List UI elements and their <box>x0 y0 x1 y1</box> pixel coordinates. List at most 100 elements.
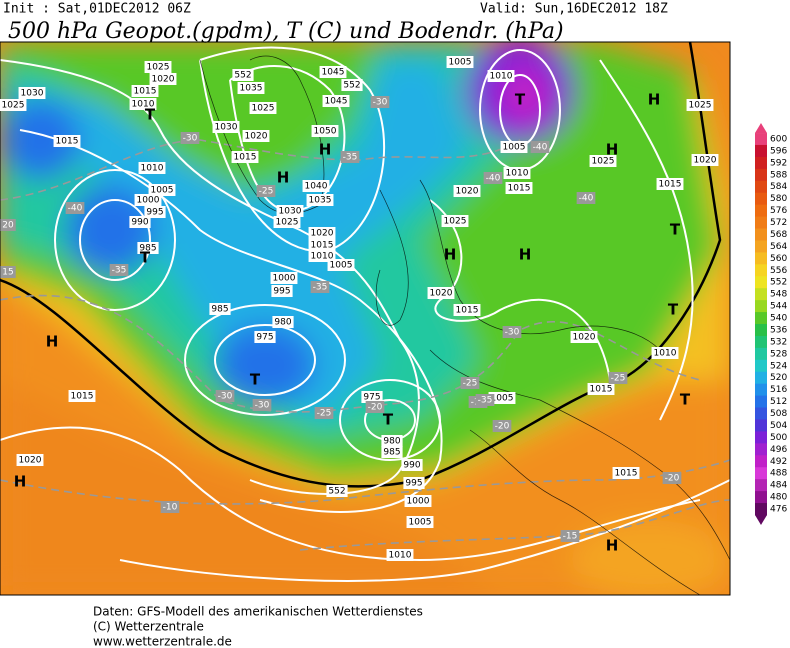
temperature-label-box <box>256 185 276 197</box>
pressure-label-box <box>403 477 425 489</box>
pressure-label-box <box>237 82 265 94</box>
temperature-label: -40 <box>579 194 594 204</box>
pressure-label-box <box>686 99 714 111</box>
pressure-label-box <box>149 73 177 85</box>
pressure-label-box <box>589 155 617 167</box>
colorbar-label: 496 <box>770 445 787 455</box>
colorbar-swatch <box>755 240 767 253</box>
temperature-label-box <box>252 399 272 411</box>
temperature-label: -20 <box>495 422 510 432</box>
pressure-label: 1015 <box>311 241 334 251</box>
colorbar-label: 584 <box>770 182 787 192</box>
geopotential-label: 552 <box>328 487 345 497</box>
pressure-label-box <box>381 435 403 447</box>
colorbar-label: 516 <box>770 385 787 395</box>
colorbar-swatch <box>755 395 767 409</box>
temperature-label-box <box>215 390 235 402</box>
pressure-label: 1025 <box>444 217 467 227</box>
colorbar-swatch <box>755 431 767 444</box>
pressure-label-box <box>271 285 293 297</box>
temperature-label: -25 <box>317 409 332 419</box>
isohypse-552 <box>0 42 722 488</box>
colorbar-label: 572 <box>770 218 787 228</box>
pressure-label: 1015 <box>615 469 638 479</box>
colorbar-swatch <box>755 216 767 230</box>
pressure-label: 1035 <box>309 196 332 206</box>
pressure-label-box <box>276 205 304 217</box>
colorbar-label: 564 <box>770 242 787 252</box>
colorbar-swatch <box>755 168 767 182</box>
pressure-label-box <box>242 130 270 142</box>
pressure-center: H <box>319 141 332 159</box>
pressure-label: 980 <box>274 318 291 328</box>
pressure-label-box <box>404 495 432 507</box>
pressure-label-box <box>361 391 383 403</box>
pressure-label-box <box>212 121 240 133</box>
pressure-label: 985 <box>211 305 228 315</box>
temperature-label: 20 <box>2 221 14 231</box>
colorbar-label: 512 <box>770 397 787 407</box>
pressure-label-box <box>322 95 350 107</box>
temperature-label-box <box>502 326 522 338</box>
pressure-label: 985 <box>383 448 400 458</box>
pressure-label-box <box>587 383 615 395</box>
colorbar-swatch <box>755 312 767 325</box>
pressure-label-box <box>651 347 679 359</box>
pressure-label: 1035 <box>240 84 263 94</box>
pressure-center: T <box>668 301 679 319</box>
pressure-label-box <box>570 331 598 343</box>
pressure-label-box <box>487 70 515 82</box>
colorbar-label: 596 <box>770 146 787 156</box>
pressure-center: T <box>145 106 156 124</box>
colorbar-swatch <box>755 288 767 301</box>
temperature-label-box <box>475 394 495 406</box>
temperature-label: -20 <box>665 474 680 484</box>
temperature-label: -35 <box>313 283 328 293</box>
pressure-label: 1020 <box>152 75 175 85</box>
temperature-label: -30 <box>373 98 388 108</box>
temperature-label-box <box>662 472 682 484</box>
colorbar-label: 592 <box>770 158 787 168</box>
pressure-label: 1015 <box>508 184 531 194</box>
pressure-label: 985 <box>139 244 156 254</box>
pressure-label: 1015 <box>456 306 479 316</box>
pressure-label: 1015 <box>659 180 682 190</box>
colorbar-swatch <box>755 180 767 194</box>
colorbar-label: 568 <box>770 230 787 240</box>
map <box>0 42 730 595</box>
pressure-label: 1000 <box>273 274 296 284</box>
colorbar-swatch <box>755 144 767 158</box>
footer-url: www.wetterzentrale.de <box>93 635 232 648</box>
pressure-label: 1010 <box>311 252 334 262</box>
colorbar-swatch <box>755 335 767 349</box>
pressure-label-box <box>488 392 516 404</box>
init-time: Init : Sat,01DEC2012 06Z <box>3 2 191 17</box>
temperature-label: -25 <box>611 374 626 384</box>
colorbar-swatch <box>755 419 767 432</box>
colorbar-label: 536 <box>770 325 787 335</box>
pressure-label-box <box>53 135 81 147</box>
temperature-label: -30 <box>218 392 233 402</box>
temperature-label-box <box>560 530 580 542</box>
colorbar-swatch <box>755 252 767 265</box>
colorbar-label: 500 <box>770 433 787 443</box>
temperature-label-box <box>530 141 550 153</box>
colorbar-top-arrow <box>755 123 767 134</box>
pressure-label-box <box>446 56 474 68</box>
colorbar-label: 540 <box>770 314 787 324</box>
colorbar-swatch <box>755 455 767 468</box>
temperature-label-box <box>370 96 390 108</box>
colorbar-swatch <box>755 133 767 146</box>
pressure-label: 1010 <box>490 72 513 82</box>
colorbar-swatch <box>755 204 767 218</box>
pressure-label: 1015 <box>56 137 79 147</box>
pressure-center: H <box>46 333 59 351</box>
pressure-label-box <box>137 242 159 254</box>
colorbar-label: 488 <box>770 469 787 479</box>
pressure-center: T <box>680 391 691 409</box>
colorbar-label: 552 <box>770 278 787 288</box>
pressure-label-box <box>68 390 96 402</box>
pressure-label: 1015 <box>71 392 94 402</box>
pressure-label: 1010 <box>389 551 412 561</box>
